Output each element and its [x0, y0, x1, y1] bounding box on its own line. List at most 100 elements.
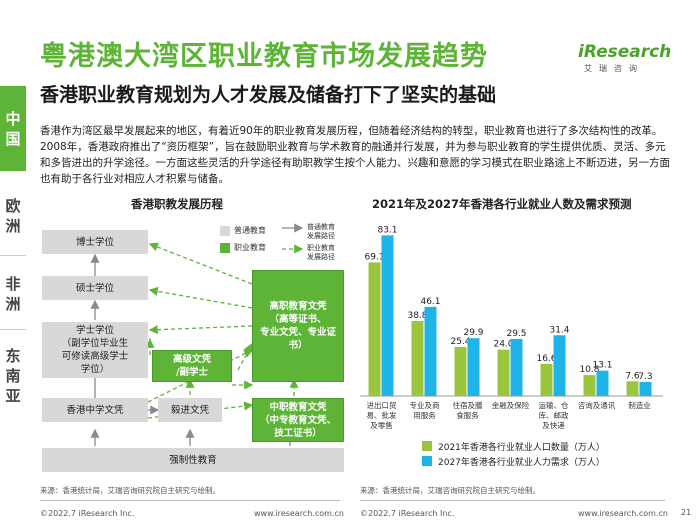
bar-value-label: 29.9	[463, 328, 483, 338]
logo-subtext: 艾瑞咨询	[584, 64, 644, 73]
x-tick-label: 制造业	[628, 400, 651, 410]
box-line: 书）	[288, 340, 308, 351]
side-tab-southeast-asia[interactable]: 东南亚	[0, 332, 26, 420]
logo-wordmark: iResearch	[578, 42, 672, 62]
bar-2021	[583, 375, 596, 396]
legend-label: 普通教育	[234, 226, 266, 235]
bar-2027	[639, 381, 652, 396]
legend-swatch	[422, 456, 432, 466]
box-compulsory-education: 强制性教育	[42, 448, 344, 472]
footer-url-right[interactable]: www.iresearch.com.cn	[578, 509, 668, 518]
legend-line1: 职业教育	[307, 244, 335, 252]
box-advanced-diploma: 高级文凭 /副学士	[152, 350, 232, 382]
box-line: 专业文凭、专业证	[259, 327, 336, 338]
legend-general-edu: 普通教育	[220, 225, 266, 236]
bar-2021	[454, 346, 467, 396]
arrow-vocational	[148, 325, 253, 335]
box-line: （中专教育文凭、	[259, 414, 336, 426]
x-tick-label: 及快递	[542, 420, 565, 430]
box-line: /副学士	[176, 367, 208, 378]
box-master: 硕士学位	[42, 276, 148, 300]
box-line: （副学位毕业生	[61, 338, 129, 349]
bar-2027	[510, 338, 523, 396]
box-line: 技工证书）	[274, 427, 322, 439]
box-line: （高等证书、	[269, 314, 327, 325]
legend-label: 2027年香港各行业就业人力需求（万人）	[438, 456, 605, 468]
footer-copyright-right: ©2022.7 iResearch Inc.	[360, 509, 455, 518]
legend-line2: 发展路径	[307, 253, 335, 261]
bar-2021	[411, 320, 424, 396]
legend-line1: 普通教育	[307, 223, 335, 231]
box-bachelor: 学士学位 （副学位毕业生 可修读高级学士 学位）	[42, 322, 148, 378]
box-doctor: 博士学位	[42, 230, 148, 254]
side-tab-china[interactable]: 中国	[0, 86, 26, 171]
bar-2027	[553, 335, 566, 396]
x-tick-label: 易、批发	[367, 410, 397, 420]
bar-value-label: 13.1	[592, 361, 612, 371]
x-tick-label: 咨询及通讯	[578, 400, 616, 410]
box-line: 高级文凭	[172, 354, 211, 365]
bar-2027	[467, 338, 480, 396]
legend-swatch-gray	[220, 225, 230, 236]
source-note-left: 来源：香港统计局，艾瑞咨询研究院自主研究与绘制。	[40, 486, 220, 495]
iresearch-logo: iResearch 艾瑞咨询	[578, 42, 672, 78]
side-tab-label: 欧洲	[5, 196, 21, 235]
legend-vocational-path: 职业教育 发展路径	[307, 244, 335, 262]
page-subtitle: 香港职业教育规划为人才发展及储备打下了坚实的基础	[40, 84, 497, 106]
bar-2021	[540, 363, 553, 396]
bar-value-label: 31.4	[549, 325, 569, 335]
intro-paragraph: 香港作为湾区最早发展起来的地区，有着近90年的职业教育发展历程，但随着经济结构的…	[40, 125, 670, 185]
footer-url-left[interactable]: www.iresearch.com.cn	[254, 509, 344, 518]
bar-value-label: 7.6	[625, 371, 640, 381]
box-line: 学位）	[80, 364, 110, 375]
bar-value-label: 7.3	[638, 372, 652, 382]
source-note-right: 来源：香港统计局，艾瑞咨询研究院自主研究与绘制。	[360, 486, 540, 495]
page-number: 21	[681, 508, 692, 517]
bar-value-label: 38.8	[407, 311, 427, 321]
side-tab-europe[interactable]: 欧洲	[0, 176, 26, 256]
legend-swatch-green	[220, 242, 230, 253]
diagram-title: 香港职教发展历程	[131, 197, 223, 211]
bar-chart: 69.183.1进出口贸易、批发及零售38.846.1专业及商用服务25.429…	[360, 225, 663, 468]
chart-title: 2021年及2027年香港各行业就业人数及需求预测	[372, 197, 632, 211]
box-line: 中职教育文凭	[269, 401, 327, 413]
legend-general-path: 普通教育 发展路径	[307, 223, 335, 241]
legend-label: 职业教育	[234, 243, 266, 252]
bar-value-label: 24.0	[493, 340, 513, 350]
footer-divider	[360, 500, 665, 501]
side-tab-label: 东南亚	[5, 347, 21, 405]
box-line: 高职教育文凭	[269, 301, 327, 312]
x-tick-label: 库、邮政	[539, 410, 569, 420]
x-tick-label: 金融及保险	[492, 400, 530, 410]
bar-value-label: 29.5	[506, 329, 526, 339]
box-line: 可修读高级学士	[61, 351, 129, 362]
arrow-vocational	[237, 342, 253, 371]
x-tick-label: 及零售	[370, 420, 393, 430]
x-tick-label: 专业及商	[410, 400, 440, 410]
box-secondary-vocational: 中职教育文凭 （中专教育文凭、 技工证书）	[252, 398, 344, 442]
bar-value-label: 46.1	[420, 297, 440, 307]
bar-value-label: 69.1	[364, 252, 384, 262]
side-tab-label: 非洲	[5, 274, 21, 313]
x-tick-label: 进出口贸	[367, 400, 397, 410]
side-tab-label: 中国	[5, 109, 21, 148]
legend-vocational-edu: 职业教育	[220, 242, 266, 253]
footer-copyright-left: ©2022.7 iResearch Inc.	[40, 509, 135, 518]
x-tick-label: 用服务	[413, 410, 436, 420]
bar-2021	[626, 381, 639, 396]
box-yijin-diploma: 毅进文凭	[158, 398, 222, 422]
bar-2027	[424, 306, 437, 396]
bar-value-label: 16.6	[536, 354, 556, 364]
bar-value-label: 25.4	[450, 337, 470, 347]
arrow-vocational	[148, 242, 253, 285]
page-title: 粤港澳大湾区职业教育市场发展趋势	[40, 41, 488, 72]
arrow-vocational	[148, 286, 253, 309]
box-higher-vocational: 高职教育文凭 （高等证书、 专业文凭、专业证 书）	[252, 270, 344, 382]
bar-2027	[381, 235, 394, 396]
box-line: 学士学位	[75, 325, 114, 336]
legend-swatch	[422, 441, 432, 451]
bar-2021	[497, 349, 510, 396]
bar-value-label: 83.1	[377, 225, 397, 235]
side-tab-africa[interactable]: 非洲	[0, 258, 26, 330]
x-tick-label: 食服务	[456, 410, 479, 420]
